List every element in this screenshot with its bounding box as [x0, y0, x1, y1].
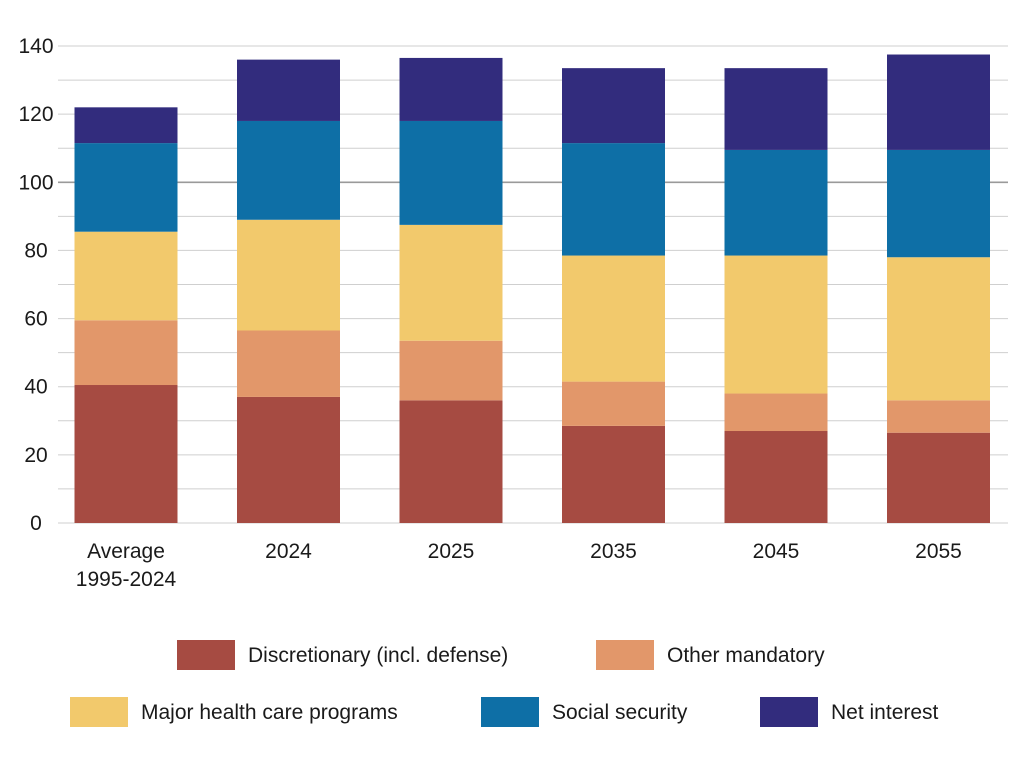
y-tick-label: 0 [30, 512, 42, 535]
legend-label: Discretionary (incl. defense) [248, 644, 508, 667]
bar-segment [562, 255, 665, 382]
bars [74, 54, 990, 523]
bar-segment [887, 400, 990, 433]
legend-label: Social security [552, 701, 688, 724]
bar-segment [724, 255, 828, 394]
bar-segment [74, 107, 178, 144]
legend-item: Net interest [760, 697, 939, 727]
bar-segment [399, 400, 503, 523]
bar-segment [399, 57, 503, 121]
bar-segment [74, 385, 178, 523]
y-tick-label: 40 [24, 376, 47, 399]
legend-item: Major health care programs [70, 697, 398, 727]
bar-segment [237, 120, 340, 220]
x-category-label: 2045 [753, 540, 800, 563]
legend-swatch [760, 697, 818, 727]
bar-segment [887, 257, 990, 401]
legend-swatch [70, 697, 128, 727]
bar-segment [724, 68, 828, 150]
bar-segment [74, 143, 178, 232]
bar-segment [724, 393, 828, 432]
bar-segment [399, 120, 503, 225]
y-tick-label: 80 [24, 239, 47, 262]
x-category-label: Average 1995-2024 [76, 540, 177, 591]
bar-segment [237, 396, 340, 523]
x-axis-category-labels: Average 1995-2024 2024 2025 2035 2045 2055 [76, 540, 962, 591]
y-tick-label: 140 [18, 35, 53, 58]
bar-segment [887, 54, 990, 150]
y-axis-tick-labels: 0 20 40 60 80 100 120 140 [18, 35, 53, 535]
y-tick-label: 120 [18, 103, 53, 126]
legend-swatch [177, 640, 235, 670]
bar-segment [887, 432, 990, 523]
x-category-label: 2035 [590, 540, 637, 563]
gridlines [58, 45, 1008, 524]
legend-label: Other mandatory [667, 644, 825, 667]
legend-swatch [596, 640, 654, 670]
legend: Discretionary (incl. defense) Other manda… [70, 640, 939, 727]
x-category-label: 2025 [428, 540, 475, 563]
y-tick-label: 20 [24, 444, 47, 467]
bar-segment [237, 219, 340, 331]
legend-label: Net interest [831, 701, 939, 724]
bar-segment [399, 224, 503, 341]
bar-segment [237, 59, 340, 121]
y-tick-label: 100 [18, 171, 53, 194]
bar-segment [74, 320, 178, 386]
legend-item: Other mandatory [596, 640, 825, 670]
x-category-label: 2055 [915, 540, 962, 563]
bar-segment [237, 330, 340, 397]
bar-segment [562, 425, 665, 523]
bar-segment [562, 143, 665, 256]
bar-segment [562, 68, 665, 144]
legend-item: Discretionary (incl. defense) [177, 640, 508, 670]
y-tick-label: 60 [24, 308, 47, 331]
bar-segment [562, 381, 665, 426]
legend-item: Social security [481, 697, 688, 727]
bar-segment [724, 431, 828, 523]
bar-segment [399, 340, 503, 401]
bar-segment [74, 231, 178, 321]
x-category-label: 2024 [265, 540, 312, 563]
legend-label: Major health care programs [141, 701, 398, 724]
legend-swatch [481, 697, 539, 727]
bar-segment [724, 149, 828, 256]
bar-segment [887, 149, 990, 258]
